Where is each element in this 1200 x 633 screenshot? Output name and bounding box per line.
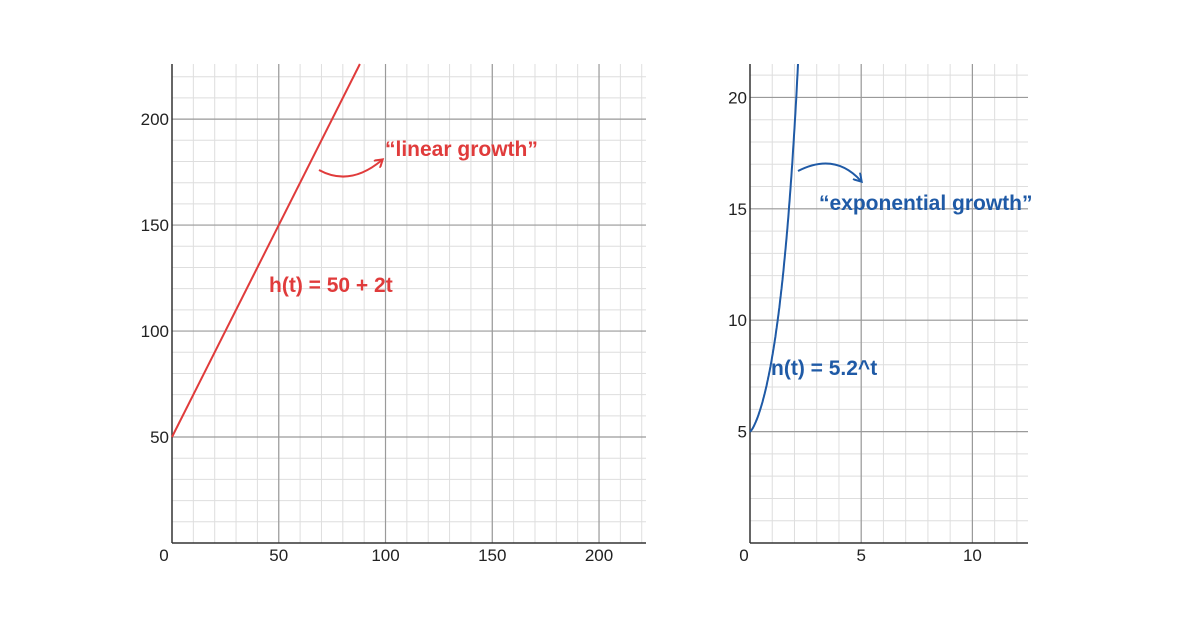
linear-growth-chart: 0 50 100 150 200 50 100 150 200 h(t) = 50 + 2t “… bbox=[141, 63, 646, 565]
right-y-tick-label: 20 bbox=[728, 88, 747, 107]
left-y-tick-label: 200 bbox=[141, 110, 169, 129]
exponential-growth-label: “exponential growth” bbox=[819, 192, 1033, 215]
left-series-line bbox=[171, 63, 361, 438]
left-axes bbox=[171, 64, 646, 544]
right-y-tick-label: 10 bbox=[728, 311, 747, 330]
right-axes bbox=[749, 64, 1028, 544]
right-y-tick-label: 15 bbox=[728, 200, 747, 219]
linear-growth-arrow bbox=[318, 160, 382, 178]
right-y-tick-label: 5 bbox=[738, 423, 747, 442]
exponential-growth-chart: 0 5 10 5 10 15 20 n(t) = 5.2^t “exponential gr… bbox=[728, 63, 1033, 565]
left-x-tick-label: 150 bbox=[478, 546, 506, 565]
exponential-function-label: n(t) = 5.2^t bbox=[771, 357, 877, 380]
right-tick-labels: 0 5 10 5 10 15 20 bbox=[728, 88, 982, 565]
left-x-tick-label: 0 bbox=[159, 546, 168, 565]
left-x-tick-label: 50 bbox=[269, 546, 288, 565]
right-series bbox=[749, 63, 799, 433]
right-grid bbox=[750, 64, 1028, 543]
left-y-tick-label: 50 bbox=[150, 428, 169, 447]
left-x-tick-label: 200 bbox=[585, 546, 613, 565]
right-x-tick-label: 0 bbox=[739, 546, 748, 565]
left-y-tick-label: 100 bbox=[141, 322, 169, 341]
exponential-growth-arrow bbox=[797, 162, 861, 181]
linear-growth-label: “linear growth” bbox=[385, 138, 538, 161]
left-y-tick-label: 150 bbox=[141, 216, 169, 235]
right-series-line bbox=[749, 63, 799, 433]
right-x-tick-label: 10 bbox=[963, 546, 982, 565]
left-grid bbox=[172, 64, 646, 543]
left-series bbox=[171, 63, 361, 438]
left-x-tick-label: 100 bbox=[371, 546, 399, 565]
left-tick-labels: 0 50 100 150 200 50 100 150 200 bbox=[141, 110, 614, 565]
right-x-tick-label: 5 bbox=[856, 546, 865, 565]
linear-function-label: h(t) = 50 + 2t bbox=[269, 274, 393, 297]
